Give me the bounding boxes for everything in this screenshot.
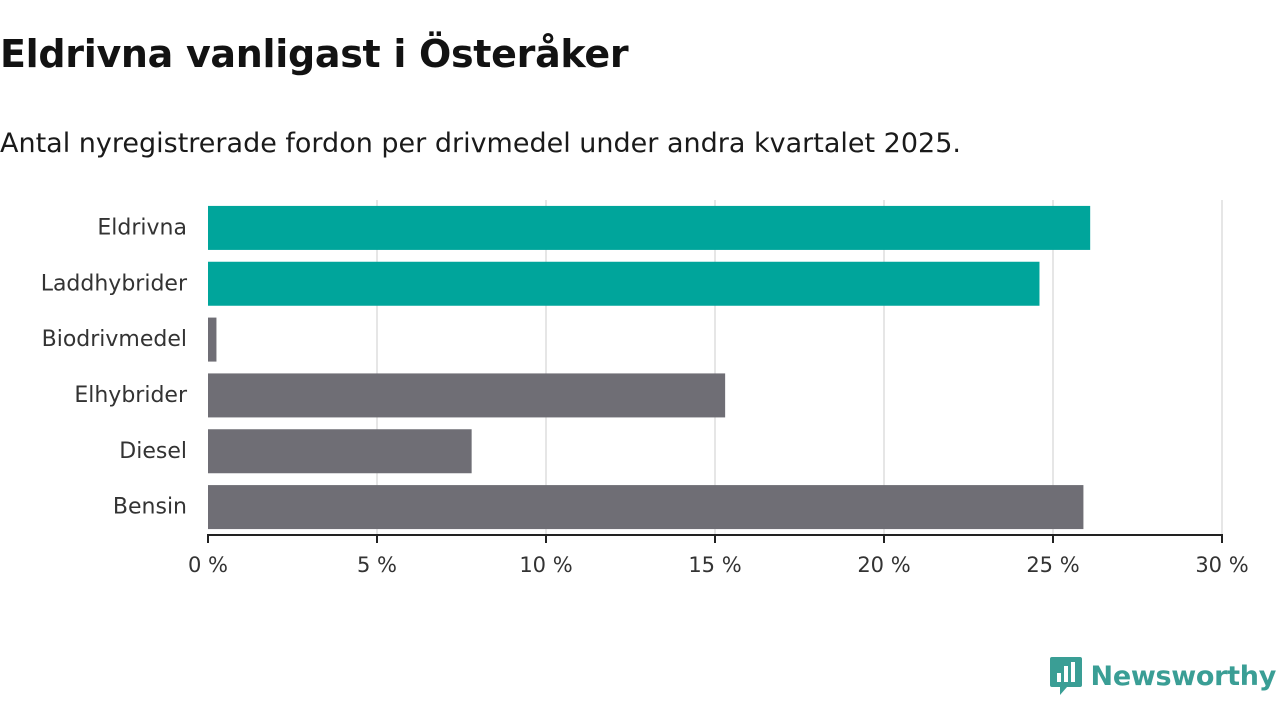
x-tick-label: 30 %	[1195, 553, 1248, 577]
category-label: Biodrivmedel	[42, 327, 187, 352]
brand-name: Newsworthy	[1090, 660, 1277, 692]
bar-eldrivna	[208, 205, 1091, 250]
category-label: Diesel	[119, 439, 187, 464]
bar-elhybrider	[208, 373, 726, 418]
bar-laddhybrider	[208, 261, 1040, 306]
x-tick-label: 25 %	[1026, 553, 1079, 577]
category-label: Bensin	[113, 495, 187, 520]
x-tick-label: 20 %	[857, 553, 910, 577]
x-tick-label: 0 %	[188, 553, 228, 577]
category-label: Elhybrider	[74, 383, 188, 408]
category-label: Laddhybrider	[41, 271, 188, 296]
bar-bensin	[208, 485, 1084, 530]
brand-logo: Newsworthy	[1049, 654, 1276, 698]
x-tick-label: 15 %	[688, 553, 741, 577]
x-tick-label: 5 %	[357, 553, 397, 577]
newsworthy-logo-icon	[1049, 657, 1082, 695]
category-label: Eldrivna	[97, 215, 187, 240]
chart-subtitle: Antal nyregistrerade fordon per drivmede…	[0, 128, 961, 159]
chart-title: Eldrivna vanligast i Österåker	[0, 32, 629, 76]
x-tick-label: 10 %	[519, 553, 572, 577]
bar-biodrivmedel	[208, 317, 217, 362]
bar-diesel	[208, 429, 472, 474]
